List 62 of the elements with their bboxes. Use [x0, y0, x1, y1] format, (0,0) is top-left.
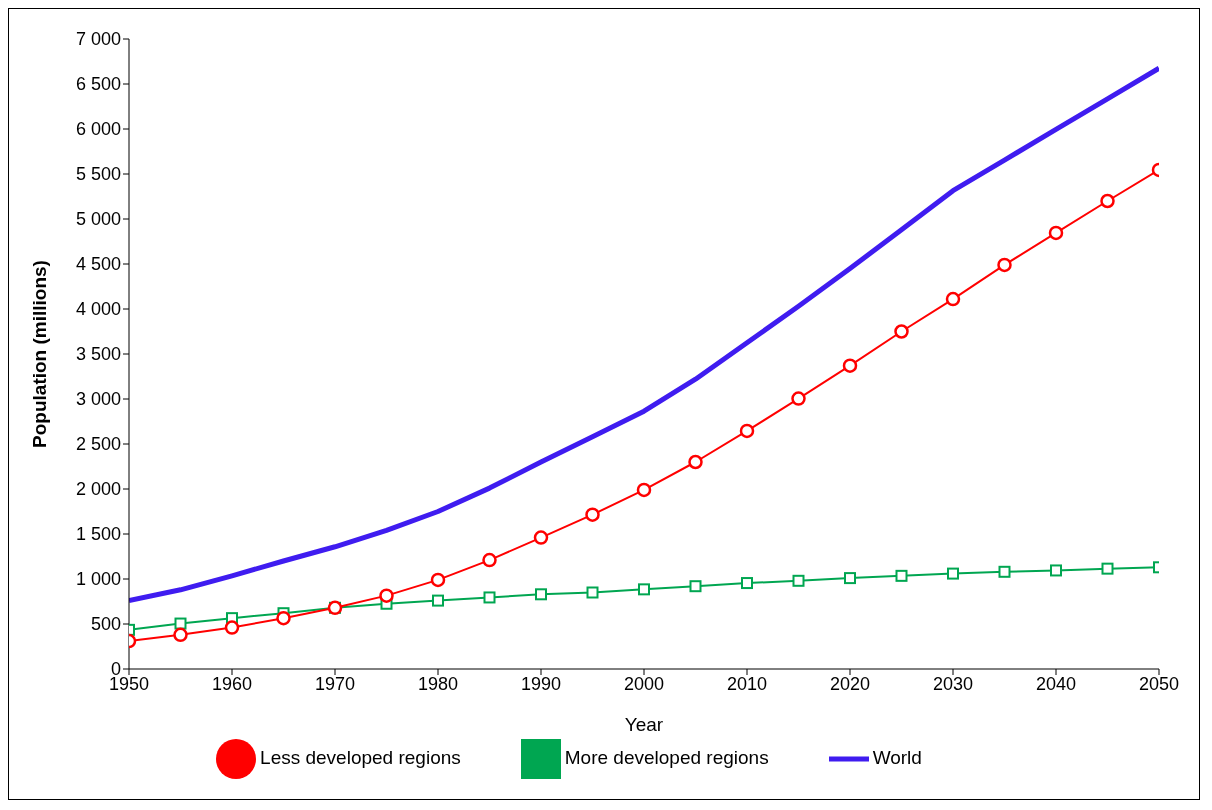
x-tick-label: 1970: [314, 673, 356, 694]
point: [432, 594, 444, 607]
x-tick-label: 2010: [726, 673, 768, 694]
point: [998, 565, 1011, 578]
point: [224, 620, 240, 635]
point: [482, 552, 497, 568]
x-tick-label: 1980: [417, 673, 459, 694]
point: [585, 507, 600, 522]
point: [535, 588, 547, 601]
y-tick-label: 500: [90, 614, 121, 635]
y-tick-label: 6 500: [75, 74, 121, 95]
point: [638, 583, 650, 596]
point: [844, 572, 856, 585]
point: [947, 567, 959, 580]
point: [791, 391, 806, 406]
y-tick-label: 3 500: [75, 344, 121, 365]
point: [1050, 564, 1062, 577]
x-tick-label: 2030: [932, 673, 974, 694]
y-tick-label: 6 000: [75, 119, 121, 140]
y-tick-label: 4 500: [75, 254, 121, 275]
point: [379, 588, 394, 603]
x-axis-title: Year: [624, 714, 664, 735]
point: [276, 610, 291, 626]
point: [739, 423, 755, 439]
point: [533, 530, 549, 545]
point: [741, 577, 753, 590]
point: [483, 591, 496, 604]
x-tick-label: 1990: [520, 673, 562, 694]
point: [1101, 562, 1114, 575]
legend-label: More developed regions: [564, 747, 769, 769]
x-tick-label: 2020: [829, 673, 871, 694]
point: [689, 580, 702, 593]
point: [945, 291, 961, 307]
point: [586, 586, 599, 599]
point: [894, 324, 909, 339]
y-axis-title: Population (millions): [28, 260, 50, 448]
point: [688, 454, 703, 470]
y-tick-label: 3 000: [75, 389, 121, 410]
point: [430, 572, 446, 588]
y-tick-label: 5 000: [75, 209, 121, 230]
point: [792, 574, 805, 587]
point: [997, 257, 1012, 273]
x-tick-label: 2050: [1138, 673, 1180, 694]
point: [1100, 193, 1115, 209]
x-tick-label: 2040: [1035, 673, 1077, 694]
point: [174, 617, 187, 630]
y-tick-label: 2 500: [75, 434, 121, 455]
legend-label: Less developed regions: [260, 747, 461, 769]
x-tick-label: 1960: [211, 673, 253, 694]
y-tick-label: 7 000: [75, 29, 121, 50]
y-tick-label: 5 500: [75, 164, 121, 185]
point: [842, 358, 858, 373]
legend-label: World: [872, 747, 922, 769]
point: [1048, 225, 1064, 241]
point: [895, 569, 908, 582]
y-tick-label: 1 000: [75, 569, 121, 590]
y-tick-label: 2 000: [75, 479, 121, 500]
x-tick-label: 2000: [623, 673, 665, 694]
point: [636, 482, 652, 498]
y-tick-label: 1 500: [75, 524, 121, 545]
point: [173, 627, 188, 643]
y-tick-label: 4 000: [75, 299, 121, 320]
